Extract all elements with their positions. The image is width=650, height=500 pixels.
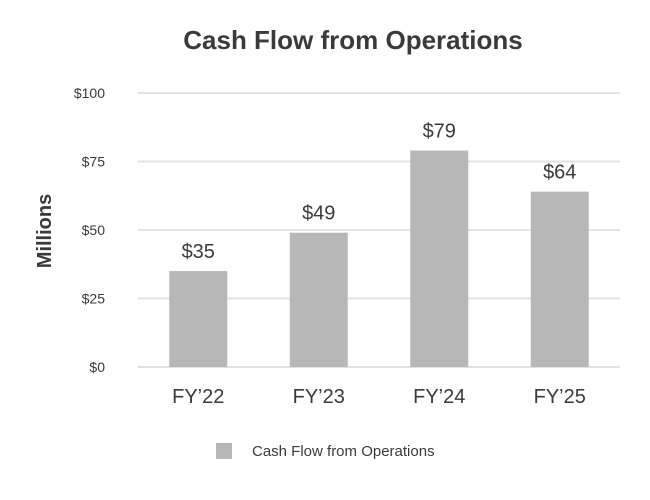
bar bbox=[530, 191, 589, 367]
x-tick-label: FY’23 bbox=[293, 386, 345, 408]
y-tick-label: $100 bbox=[74, 85, 105, 101]
data-labels: $35 $49 $79 $64 bbox=[182, 121, 577, 264]
y-tick-label: $75 bbox=[82, 154, 106, 170]
bars bbox=[169, 150, 589, 367]
legend-label: Cash Flow from Operations bbox=[252, 443, 435, 460]
bar bbox=[410, 150, 469, 367]
y-axis-ticks: $0 $25 $50 $75 $100 bbox=[74, 85, 105, 375]
x-tick-label: FY’24 bbox=[413, 386, 465, 408]
x-axis-ticks: FY’22 FY’23 FY’24 FY’25 bbox=[172, 386, 586, 408]
data-label: $64 bbox=[543, 162, 576, 184]
chart-title: Cash Flow from Operations bbox=[183, 25, 523, 55]
y-tick-label: $0 bbox=[89, 359, 105, 375]
legend-swatch bbox=[216, 443, 232, 459]
y-axis-label: Millions bbox=[34, 194, 56, 268]
bar bbox=[289, 232, 348, 367]
legend: Cash Flow from Operations bbox=[216, 443, 435, 460]
x-tick-label: FY’25 bbox=[534, 386, 586, 408]
y-tick-label: $50 bbox=[82, 222, 106, 238]
data-label: $49 bbox=[302, 203, 335, 225]
x-tick-label: FY’22 bbox=[172, 386, 224, 408]
bar bbox=[169, 271, 228, 367]
data-label: $79 bbox=[423, 121, 456, 143]
data-label: $35 bbox=[182, 241, 215, 263]
y-tick-label: $25 bbox=[82, 291, 106, 307]
